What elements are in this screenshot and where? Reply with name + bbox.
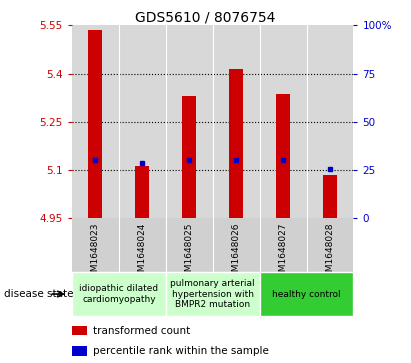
Text: GSM1648025: GSM1648025 <box>185 222 194 283</box>
Text: healthy control: healthy control <box>272 290 341 298</box>
Bar <box>323 175 337 218</box>
Text: GSM1648026: GSM1648026 <box>232 222 241 283</box>
Text: disease state: disease state <box>4 289 74 299</box>
Text: GSM1648024: GSM1648024 <box>138 222 147 282</box>
Text: pulmonary arterial
hypertension with
BMPR2 mutation: pulmonary arterial hypertension with BMP… <box>171 279 255 309</box>
Text: transformed count: transformed count <box>93 326 190 336</box>
Text: GDS5610 / 8076754: GDS5610 / 8076754 <box>135 11 276 25</box>
Bar <box>182 96 196 218</box>
Text: GSM1648027: GSM1648027 <box>279 222 288 283</box>
Bar <box>260 272 353 316</box>
Bar <box>72 326 88 335</box>
Bar <box>276 94 290 218</box>
Text: percentile rank within the sample: percentile rank within the sample <box>93 346 269 356</box>
Text: idiopathic dilated
cardiomyopathy: idiopathic dilated cardiomyopathy <box>79 284 158 304</box>
Bar <box>135 166 149 218</box>
Text: GSM1648023: GSM1648023 <box>91 222 100 283</box>
Bar <box>88 30 102 218</box>
Bar <box>166 272 260 316</box>
Text: GSM1648028: GSM1648028 <box>326 222 335 283</box>
Bar <box>72 272 166 316</box>
Bar <box>72 346 88 356</box>
Bar <box>229 69 243 218</box>
